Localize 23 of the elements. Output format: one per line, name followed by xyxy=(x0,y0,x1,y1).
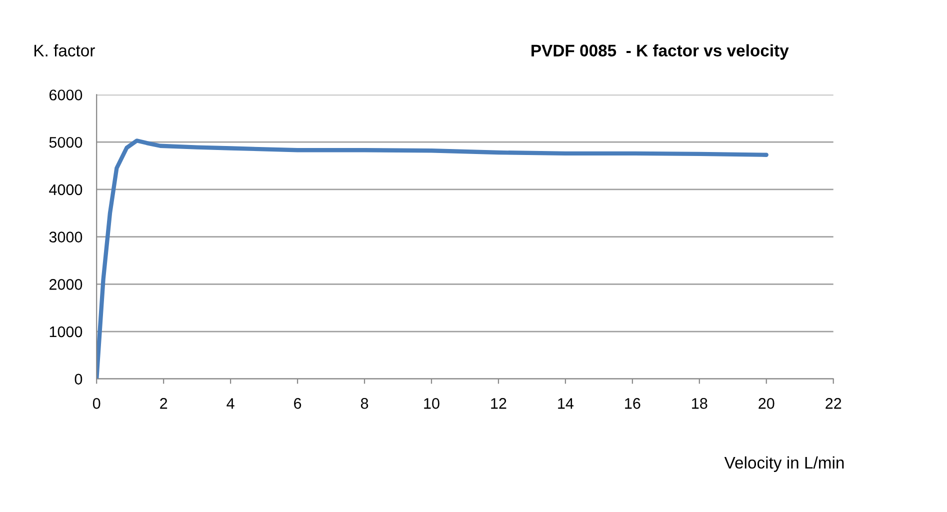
y-axis-title: K. factor xyxy=(34,44,95,56)
x-tick-label: 22 xyxy=(826,398,842,409)
y-tick-label: 6000 xyxy=(49,90,82,100)
y-tick-label: 0 xyxy=(74,374,82,385)
y-tick-label: 3000 xyxy=(49,232,82,242)
x-tick-label: 20 xyxy=(758,398,774,409)
x-tick-label: 8 xyxy=(360,398,368,409)
x-tick-label: 4 xyxy=(226,398,234,409)
y-tick-label: 1000 xyxy=(50,326,82,338)
x-tick-label: 6 xyxy=(294,398,302,409)
x-tick-label: 12 xyxy=(491,398,506,409)
x-tick-label: 10 xyxy=(424,398,440,409)
x-tick-label: 0 xyxy=(92,398,100,409)
x-tick-label: 16 xyxy=(625,398,640,409)
x-tick-label: 14 xyxy=(558,398,574,409)
line-series xyxy=(96,138,768,379)
y-tick-label: 5000 xyxy=(49,136,82,148)
y-tick-label: 4000 xyxy=(49,184,82,196)
x-axis-title: Velocity in L/min xyxy=(724,456,844,472)
y-tick-label: 2000 xyxy=(49,279,82,290)
chart-title: PVDF 0085 - K factor vs velocity xyxy=(532,44,789,60)
x-tick-label: 2 xyxy=(160,398,168,409)
x-tick-label: 18 xyxy=(692,398,708,409)
